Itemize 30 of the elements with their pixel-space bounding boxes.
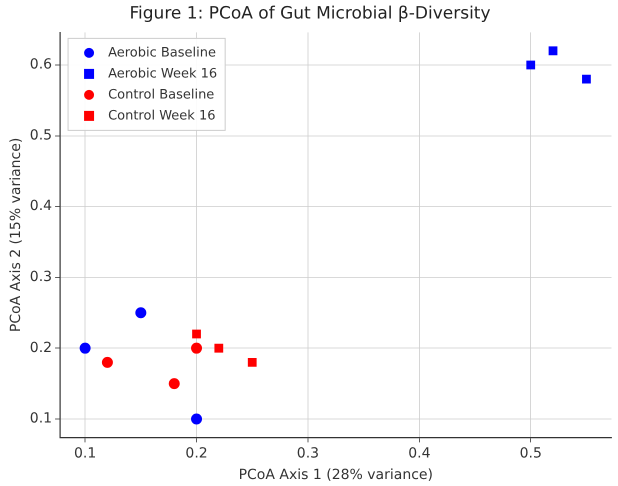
x-tick-label: 0.2 bbox=[185, 445, 208, 462]
chart-title: Figure 1: PCoA of Gut Microbial β-Diversity bbox=[129, 4, 491, 24]
point bbox=[168, 378, 180, 390]
legend-label: Aerobic Baseline bbox=[108, 45, 216, 60]
y-tick-label: 0.3 bbox=[30, 269, 52, 286]
point bbox=[191, 342, 202, 354]
y-tick-label: 0.2 bbox=[30, 340, 52, 356]
x-tick-label: 0.1 bbox=[74, 445, 96, 462]
point bbox=[135, 307, 146, 318]
x-tick-label: 0.4 bbox=[408, 445, 431, 462]
y-tick-label: 0.6 bbox=[30, 56, 52, 73]
y-tick-label: 0.1 bbox=[30, 410, 52, 427]
y-tick-label: 0.4 bbox=[30, 198, 52, 214]
point bbox=[214, 344, 224, 353]
point bbox=[102, 356, 113, 368]
point bbox=[191, 413, 202, 424]
point bbox=[526, 60, 536, 70]
point bbox=[80, 342, 91, 354]
point bbox=[582, 74, 591, 84]
point bbox=[548, 46, 558, 56]
y-tick-label: 0.5 bbox=[30, 127, 52, 144]
x-axis-title: PCoA Axis 1 (28% variance) bbox=[238, 467, 433, 484]
x-tick-label: 0.3 bbox=[296, 445, 320, 462]
legend-label: Control Baseline bbox=[108, 87, 214, 102]
point bbox=[248, 358, 257, 367]
legend-label: Aerobic Week 16 bbox=[108, 66, 218, 82]
point bbox=[192, 330, 201, 338]
x-tick-label: 0.5 bbox=[520, 445, 542, 462]
legend-label: Control Week 16 bbox=[108, 108, 216, 124]
y-axis-title: PCoA Axis 2 (15% variance) bbox=[8, 138, 24, 332]
